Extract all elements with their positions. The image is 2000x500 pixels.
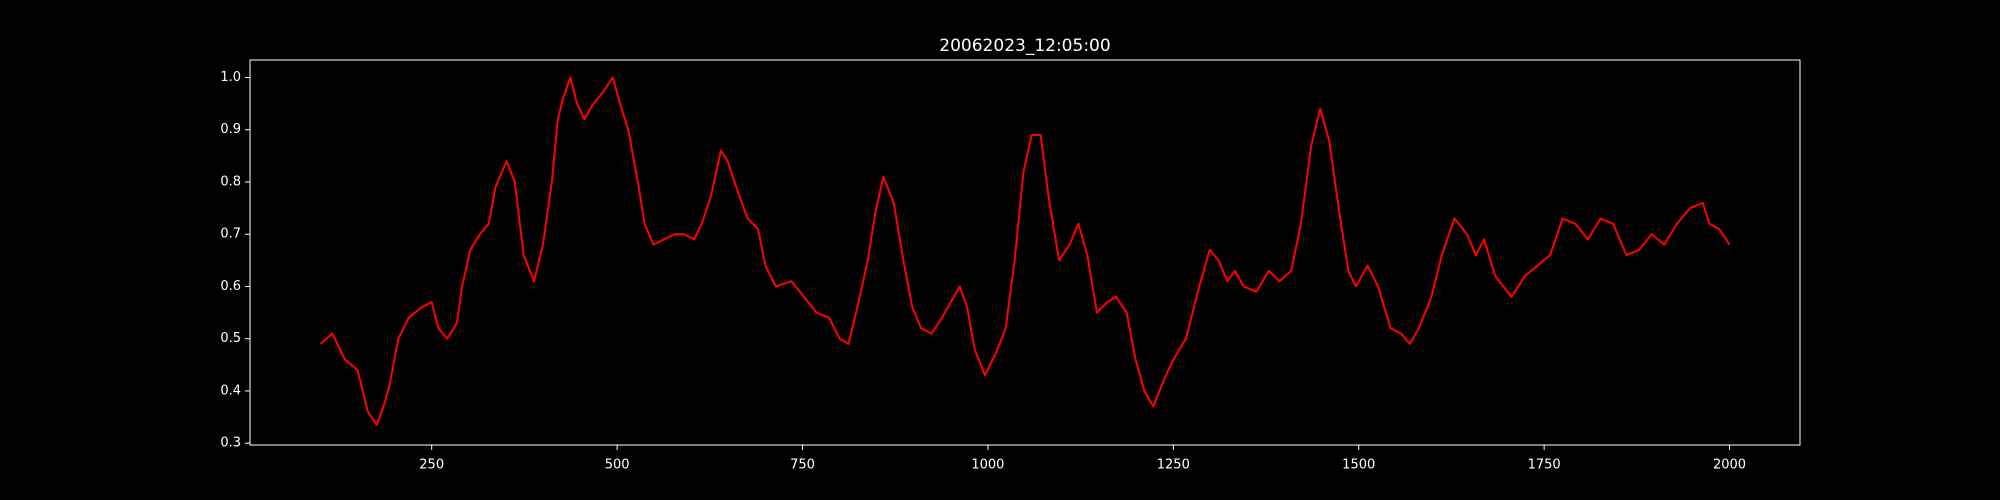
plot-frame xyxy=(249,59,1801,446)
y-tick-label: 1.0 xyxy=(220,70,241,85)
y-tick-label: 0.5 xyxy=(220,331,241,346)
y-tick-label: 0.4 xyxy=(220,383,241,398)
x-tick-label: 1250 xyxy=(1157,458,1190,473)
y-tick-label: 0.6 xyxy=(220,279,241,294)
y-tick-label: 0.8 xyxy=(220,174,241,189)
x-tick-label: 1500 xyxy=(1342,458,1375,473)
x-tick-label: 1000 xyxy=(971,458,1004,473)
x-tick-label: 2000 xyxy=(1713,458,1746,473)
x-tick-label: 250 xyxy=(419,458,444,473)
x-tick-label: 750 xyxy=(790,458,815,473)
x-tick-label: 500 xyxy=(605,458,630,473)
y-tick-label: 0.9 xyxy=(220,122,241,137)
y-tick-label: 0.3 xyxy=(220,436,241,451)
y-tick-label: 0.7 xyxy=(220,227,241,242)
chart-title: 20062023_12:05:00 xyxy=(939,36,1110,56)
data-line xyxy=(319,76,1731,426)
x-tick-label: 1750 xyxy=(1528,458,1561,473)
